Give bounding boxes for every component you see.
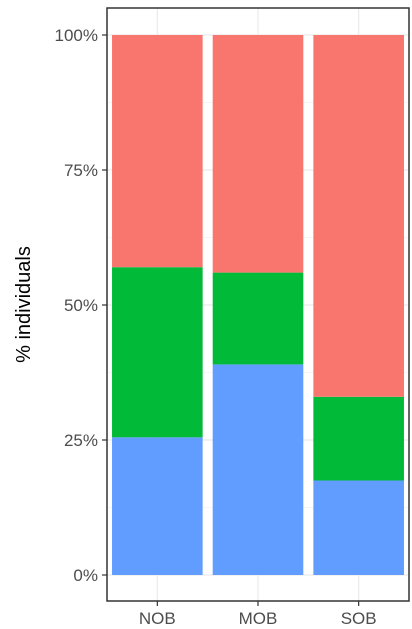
y-tick-label: 25% [64,431,98,450]
x-axis-ticks: NOB MOB SOB [139,601,377,628]
bar-segment-sob-2 [313,396,404,481]
bar-segments [112,35,404,575]
x-tick-label: MOB [239,609,278,628]
bar-segment-mob-2 [212,272,304,365]
x-tick-label: SOB [341,609,377,628]
bar-segment-nob-1 [112,437,203,575]
bar-segment-mob-3 [212,35,304,273]
bar-segment-sob-1 [313,480,404,575]
y-tick-label: 50% [64,296,98,315]
y-tick-label: 75% [64,161,98,180]
y-tick-label: 100% [55,26,98,45]
y-axis-title: % individuals [13,246,35,363]
bar-segment-mob-1 [212,364,304,575]
x-tick-label: NOB [139,609,176,628]
bar-segment-nob-2 [112,267,203,438]
y-axis-ticks: 0% 25% 50% 75% 100% [55,26,107,585]
y-tick-label: 0% [73,566,98,585]
bar-segment-nob-3 [112,35,203,268]
bar-segment-sob-3 [313,35,404,397]
